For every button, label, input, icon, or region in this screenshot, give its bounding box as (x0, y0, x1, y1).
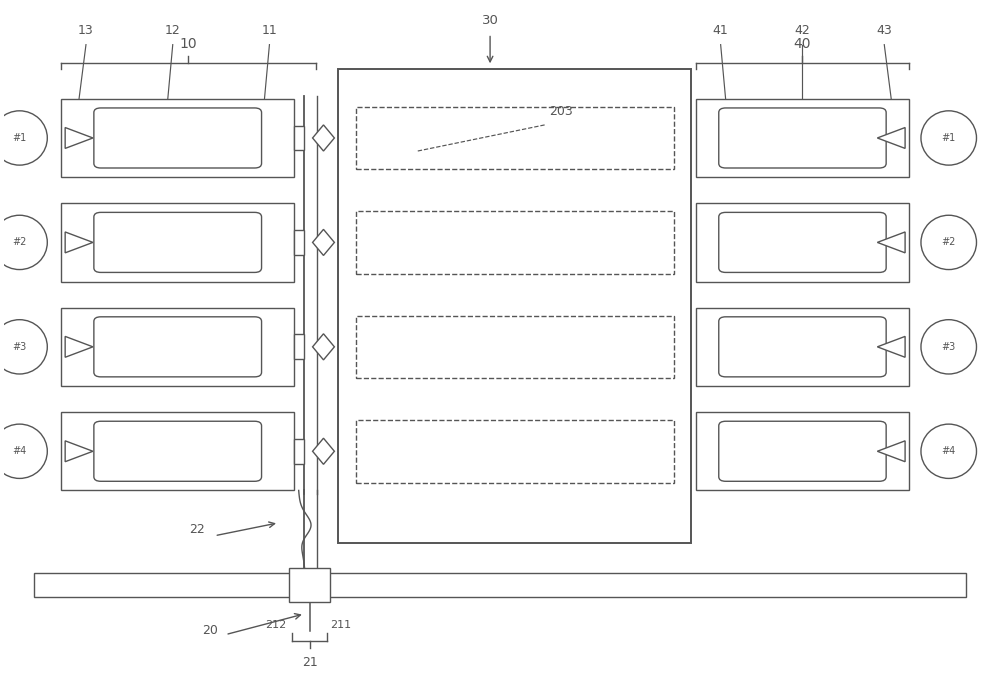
Polygon shape (313, 334, 334, 360)
Polygon shape (65, 336, 93, 357)
Bar (294, 439, 304, 464)
Text: 43: 43 (876, 24, 892, 37)
Text: #1: #1 (942, 133, 956, 143)
FancyBboxPatch shape (94, 421, 262, 481)
Polygon shape (877, 127, 905, 149)
Text: #4: #4 (12, 446, 27, 456)
FancyBboxPatch shape (719, 317, 886, 377)
Bar (34, 573, 966, 598)
Ellipse shape (921, 320, 976, 374)
Bar (696, 203, 909, 281)
Text: 41: 41 (713, 24, 729, 37)
Bar (294, 334, 304, 359)
Polygon shape (313, 125, 334, 151)
FancyBboxPatch shape (94, 317, 262, 377)
Ellipse shape (0, 215, 47, 270)
Polygon shape (65, 232, 93, 253)
Text: #3: #3 (12, 342, 27, 352)
Text: 212: 212 (266, 620, 287, 630)
FancyBboxPatch shape (719, 213, 886, 273)
FancyBboxPatch shape (719, 108, 886, 168)
Text: 21: 21 (302, 656, 317, 668)
Text: 211: 211 (330, 620, 352, 630)
Text: 11: 11 (262, 24, 277, 37)
Text: #4: #4 (942, 446, 956, 456)
FancyBboxPatch shape (94, 108, 262, 168)
Polygon shape (313, 438, 334, 464)
Ellipse shape (921, 111, 976, 165)
Text: 42: 42 (795, 24, 810, 37)
Bar (61, 412, 294, 491)
Bar (338, 69, 691, 542)
Text: 12: 12 (165, 24, 181, 37)
Bar (356, 316, 674, 378)
Text: 13: 13 (78, 24, 94, 37)
Bar (696, 99, 909, 177)
Bar (294, 230, 304, 255)
Polygon shape (877, 232, 905, 253)
Bar (356, 211, 674, 274)
Text: 40: 40 (794, 37, 811, 51)
Polygon shape (877, 441, 905, 462)
Bar (61, 99, 294, 177)
Bar (61, 308, 294, 386)
FancyBboxPatch shape (719, 421, 886, 481)
Text: 30: 30 (482, 14, 499, 27)
Text: #1: #1 (12, 133, 27, 143)
Polygon shape (65, 441, 93, 462)
Bar (356, 106, 674, 170)
Text: 10: 10 (180, 37, 197, 51)
Bar (356, 420, 674, 483)
Ellipse shape (0, 320, 47, 374)
Text: #2: #2 (12, 238, 27, 248)
Bar (294, 126, 304, 150)
Bar (289, 568, 330, 602)
Ellipse shape (0, 424, 47, 479)
Text: 20: 20 (202, 625, 218, 637)
Ellipse shape (0, 111, 47, 165)
Polygon shape (877, 336, 905, 357)
Ellipse shape (921, 215, 976, 270)
Text: 22: 22 (189, 523, 204, 536)
Text: #2: #2 (942, 238, 956, 248)
Polygon shape (65, 127, 93, 149)
Text: #3: #3 (942, 342, 956, 352)
Polygon shape (313, 229, 334, 256)
Text: 203: 203 (550, 106, 573, 118)
Bar (696, 412, 909, 491)
FancyBboxPatch shape (94, 213, 262, 273)
Ellipse shape (921, 424, 976, 479)
Bar (696, 308, 909, 386)
Bar (61, 203, 294, 281)
